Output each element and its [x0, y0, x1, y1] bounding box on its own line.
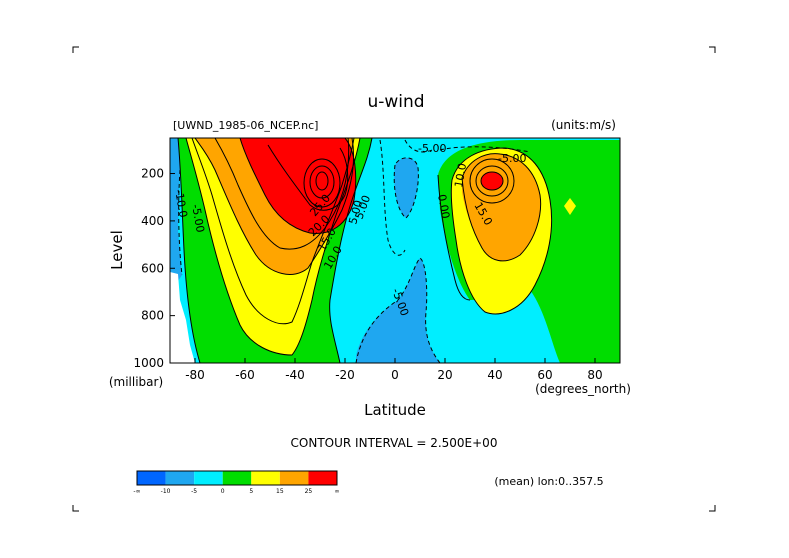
y-axis-title: Level	[108, 230, 126, 270]
chart-title: u-wind	[367, 92, 424, 112]
fill-nh-yellow-spot	[564, 198, 576, 215]
contour-label: -5.00	[189, 203, 207, 233]
colorbar-label: -5	[191, 488, 197, 495]
contour-label: -5.00	[418, 142, 446, 155]
x-tick-label: 20	[437, 368, 452, 382]
contour-label: 10.0	[452, 162, 469, 188]
colorbar-label: -10	[161, 488, 171, 495]
x-tick-label: 40	[487, 368, 502, 382]
y-tick-label: 600	[141, 261, 164, 275]
colorbar-swatch	[279, 471, 309, 485]
corner-mark-tl	[72, 46, 79, 53]
plot-area	[170, 138, 620, 363]
x-tick-label: 0	[391, 368, 399, 382]
fill-lightblue-left	[170, 138, 185, 290]
fill-nh-red-core	[481, 172, 503, 190]
colorbar-label: -∞	[133, 488, 140, 495]
colorbar: -∞ -10 -5 0 5 15 25 ∞	[133, 470, 340, 495]
contour-label: -10.0	[172, 188, 190, 218]
colorbar-swatch	[251, 471, 280, 485]
corner-marks	[72, 46, 716, 512]
contour-lines-negative	[178, 139, 531, 363]
x-tick-label: -60	[235, 368, 255, 382]
x-tick-label: -40	[285, 368, 305, 382]
contour-interval: CONTOUR INTERVAL = 2.500E+00	[291, 436, 498, 450]
corner-mark-br	[709, 505, 716, 512]
y-tick-label: 200	[141, 167, 164, 181]
colorbar-swatch	[222, 471, 252, 485]
contour-label: 5.00	[346, 199, 365, 226]
colorbar-swatch	[308, 471, 337, 485]
units-label: (units:m/s)	[551, 118, 616, 132]
colorbar-label: 15	[276, 488, 284, 495]
file-label: [UWND_1985-06_NCEP.nc]	[173, 119, 318, 132]
colorbar-frame	[136, 470, 338, 486]
colorbar-label: 25	[305, 488, 313, 495]
y-tick-label: 1000	[133, 356, 164, 370]
mean-label: (mean) lon:0..357.5	[494, 475, 603, 488]
fill-lightblue-equator-upper	[394, 157, 419, 218]
contour-label: 0.00	[435, 193, 452, 219]
colorbar-label: ∞	[335, 488, 340, 495]
fill-missing-lowerleft	[170, 272, 195, 363]
colorbar-swatch	[137, 471, 166, 485]
colorbar-swatch	[165, 471, 195, 485]
x-axis: -80 -60 -40 -20 0 20 40 60 80	[185, 358, 603, 382]
x-tick-label: 80	[587, 368, 602, 382]
contour-label: -5.00	[498, 152, 526, 165]
fill-lightblue-equator-lower	[356, 258, 440, 363]
x-axis-units: (degrees_north)	[535, 382, 631, 396]
x-tick-label: 60	[537, 368, 552, 382]
corner-mark-tr	[709, 46, 716, 53]
colorbar-label: 5	[249, 488, 253, 495]
y-tick-label: 800	[141, 309, 164, 323]
x-tick-label: -20	[335, 368, 355, 382]
y-axis-units: (millibar)	[109, 375, 163, 389]
y-axis: 200 400 600 800 1000	[133, 167, 175, 370]
x-tick-label: -80	[185, 368, 205, 382]
colorbar-label: 0	[221, 488, 225, 495]
corner-mark-bl	[72, 505, 79, 512]
y-tick-label: 400	[141, 214, 164, 228]
colorbar-swatch	[194, 471, 223, 485]
x-axis-title: Latitude	[364, 401, 426, 419]
